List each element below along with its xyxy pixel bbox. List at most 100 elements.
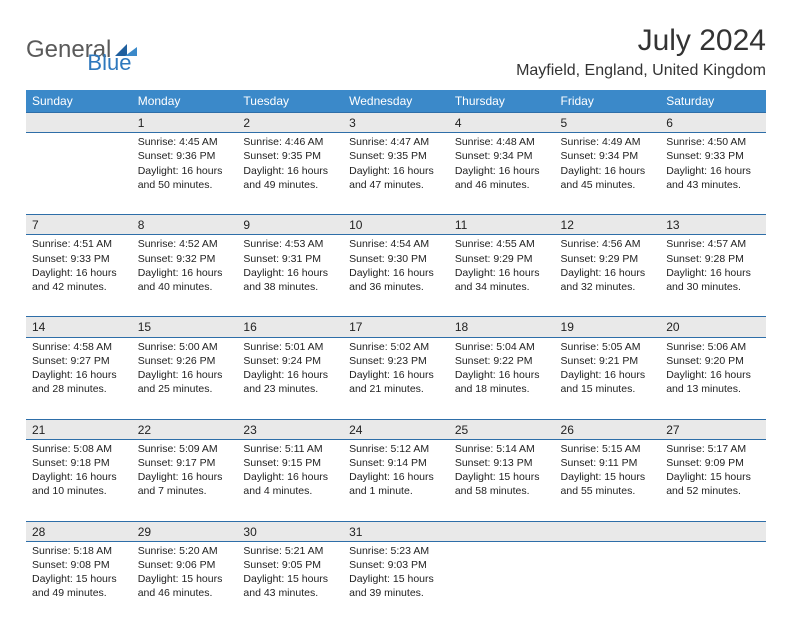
day-cell: Sunrise: 5:02 AMSunset: 9:23 PMDaylight:… xyxy=(343,337,449,419)
sunset-text: Sunset: 9:36 PM xyxy=(138,149,232,163)
day1-text: Daylight: 16 hours xyxy=(243,164,337,178)
sunset-text: Sunset: 9:17 PM xyxy=(138,456,232,470)
day-cell: Sunrise: 5:06 AMSunset: 9:20 PMDaylight:… xyxy=(660,337,766,419)
day-cell: Sunrise: 4:57 AMSunset: 9:28 PMDaylight:… xyxy=(660,235,766,317)
sunset-text: Sunset: 9:08 PM xyxy=(32,558,126,572)
day-number: 9 xyxy=(237,215,343,235)
day1-text: Daylight: 16 hours xyxy=(32,266,126,280)
brand-blue: Blue xyxy=(87,50,131,76)
day1-text: Daylight: 16 hours xyxy=(666,164,760,178)
day1-text: Daylight: 16 hours xyxy=(32,368,126,382)
day1-text: Daylight: 16 hours xyxy=(455,368,549,382)
day2-text: and 21 minutes. xyxy=(349,382,443,396)
day2-text: and 38 minutes. xyxy=(243,280,337,294)
day-number xyxy=(449,521,555,541)
day2-text: and 49 minutes. xyxy=(32,586,126,600)
sunset-text: Sunset: 9:11 PM xyxy=(561,456,655,470)
sunset-text: Sunset: 9:14 PM xyxy=(349,456,443,470)
day2-text: and 15 minutes. xyxy=(561,382,655,396)
day1-text: Daylight: 16 hours xyxy=(138,164,232,178)
daynum-row: 28293031 xyxy=(26,521,766,541)
day1-text: Daylight: 16 hours xyxy=(455,266,549,280)
day2-text: and 39 minutes. xyxy=(349,586,443,600)
day-cell: Sunrise: 5:15 AMSunset: 9:11 PMDaylight:… xyxy=(555,439,661,521)
sunrise-text: Sunrise: 5:21 AM xyxy=(243,544,337,558)
day-number: 7 xyxy=(26,215,132,235)
day-cell xyxy=(449,541,555,623)
day1-text: Daylight: 16 hours xyxy=(666,368,760,382)
day1-text: Daylight: 16 hours xyxy=(138,470,232,484)
header: General Blue July 2024 Mayfield, England… xyxy=(26,24,766,80)
daynum-row: 123456 xyxy=(26,113,766,133)
sunset-text: Sunset: 9:22 PM xyxy=(455,354,549,368)
day2-text: and 46 minutes. xyxy=(138,586,232,600)
sunrise-text: Sunrise: 4:55 AM xyxy=(455,237,549,251)
day-cell: Sunrise: 4:46 AMSunset: 9:35 PMDaylight:… xyxy=(237,133,343,215)
day1-text: Daylight: 15 hours xyxy=(455,470,549,484)
day-number: 19 xyxy=(555,317,661,337)
sunset-text: Sunset: 9:13 PM xyxy=(455,456,549,470)
sunrise-text: Sunrise: 5:02 AM xyxy=(349,340,443,354)
day-cell: Sunrise: 4:53 AMSunset: 9:31 PMDaylight:… xyxy=(237,235,343,317)
day1-text: Daylight: 16 hours xyxy=(349,368,443,382)
day-cell: Sunrise: 5:12 AMSunset: 9:14 PMDaylight:… xyxy=(343,439,449,521)
day1-text: Daylight: 16 hours xyxy=(349,266,443,280)
sunrise-text: Sunrise: 5:05 AM xyxy=(561,340,655,354)
day-header: Friday xyxy=(555,90,661,113)
sunset-text: Sunset: 9:29 PM xyxy=(561,252,655,266)
daynum-row: 21222324252627 xyxy=(26,419,766,439)
sunset-text: Sunset: 9:09 PM xyxy=(666,456,760,470)
day-cell: Sunrise: 4:51 AMSunset: 9:33 PMDaylight:… xyxy=(26,235,132,317)
day-number: 21 xyxy=(26,419,132,439)
day-cell: Sunrise: 4:50 AMSunset: 9:33 PMDaylight:… xyxy=(660,133,766,215)
sunrise-text: Sunrise: 4:48 AM xyxy=(455,135,549,149)
day-number: 12 xyxy=(555,215,661,235)
day-number: 5 xyxy=(555,113,661,133)
sunset-text: Sunset: 9:33 PM xyxy=(666,149,760,163)
sunrise-text: Sunrise: 4:46 AM xyxy=(243,135,337,149)
week-row: Sunrise: 4:45 AMSunset: 9:36 PMDaylight:… xyxy=(26,133,766,215)
daynum-row: 78910111213 xyxy=(26,215,766,235)
day-number: 30 xyxy=(237,521,343,541)
day-cell: Sunrise: 4:54 AMSunset: 9:30 PMDaylight:… xyxy=(343,235,449,317)
day1-text: Daylight: 15 hours xyxy=(138,572,232,586)
day2-text: and 1 minute. xyxy=(349,484,443,498)
day1-text: Daylight: 15 hours xyxy=(561,470,655,484)
calendar-table: Sunday Monday Tuesday Wednesday Thursday… xyxy=(26,90,766,623)
month-title: July 2024 xyxy=(516,24,766,58)
sunset-text: Sunset: 9:35 PM xyxy=(349,149,443,163)
day-cell xyxy=(555,541,661,623)
daynum-row: 14151617181920 xyxy=(26,317,766,337)
day-number: 8 xyxy=(132,215,238,235)
sunrise-text: Sunrise: 5:09 AM xyxy=(138,442,232,456)
day1-text: Daylight: 15 hours xyxy=(666,470,760,484)
day-number: 6 xyxy=(660,113,766,133)
day-number: 2 xyxy=(237,113,343,133)
sunrise-text: Sunrise: 4:50 AM xyxy=(666,135,760,149)
day2-text: and 42 minutes. xyxy=(32,280,126,294)
sunrise-text: Sunrise: 4:54 AM xyxy=(349,237,443,251)
sunset-text: Sunset: 9:33 PM xyxy=(32,252,126,266)
sunset-text: Sunset: 9:27 PM xyxy=(32,354,126,368)
sunset-text: Sunset: 9:24 PM xyxy=(243,354,337,368)
day2-text: and 58 minutes. xyxy=(455,484,549,498)
sunset-text: Sunset: 9:28 PM xyxy=(666,252,760,266)
day2-text: and 43 minutes. xyxy=(666,178,760,192)
sunset-text: Sunset: 9:03 PM xyxy=(349,558,443,572)
day-number: 20 xyxy=(660,317,766,337)
day-number: 29 xyxy=(132,521,238,541)
day-number xyxy=(555,521,661,541)
day-header: Sunday xyxy=(26,90,132,113)
sunrise-text: Sunrise: 4:58 AM xyxy=(32,340,126,354)
day1-text: Daylight: 16 hours xyxy=(349,470,443,484)
day1-text: Daylight: 16 hours xyxy=(138,368,232,382)
day1-text: Daylight: 16 hours xyxy=(138,266,232,280)
week-row: Sunrise: 4:51 AMSunset: 9:33 PMDaylight:… xyxy=(26,235,766,317)
week-row: Sunrise: 5:18 AMSunset: 9:08 PMDaylight:… xyxy=(26,541,766,623)
day2-text: and 13 minutes. xyxy=(666,382,760,396)
day1-text: Daylight: 16 hours xyxy=(349,164,443,178)
sunset-text: Sunset: 9:21 PM xyxy=(561,354,655,368)
day2-text: and 32 minutes. xyxy=(561,280,655,294)
day-header: Wednesday xyxy=(343,90,449,113)
day2-text: and 4 minutes. xyxy=(243,484,337,498)
